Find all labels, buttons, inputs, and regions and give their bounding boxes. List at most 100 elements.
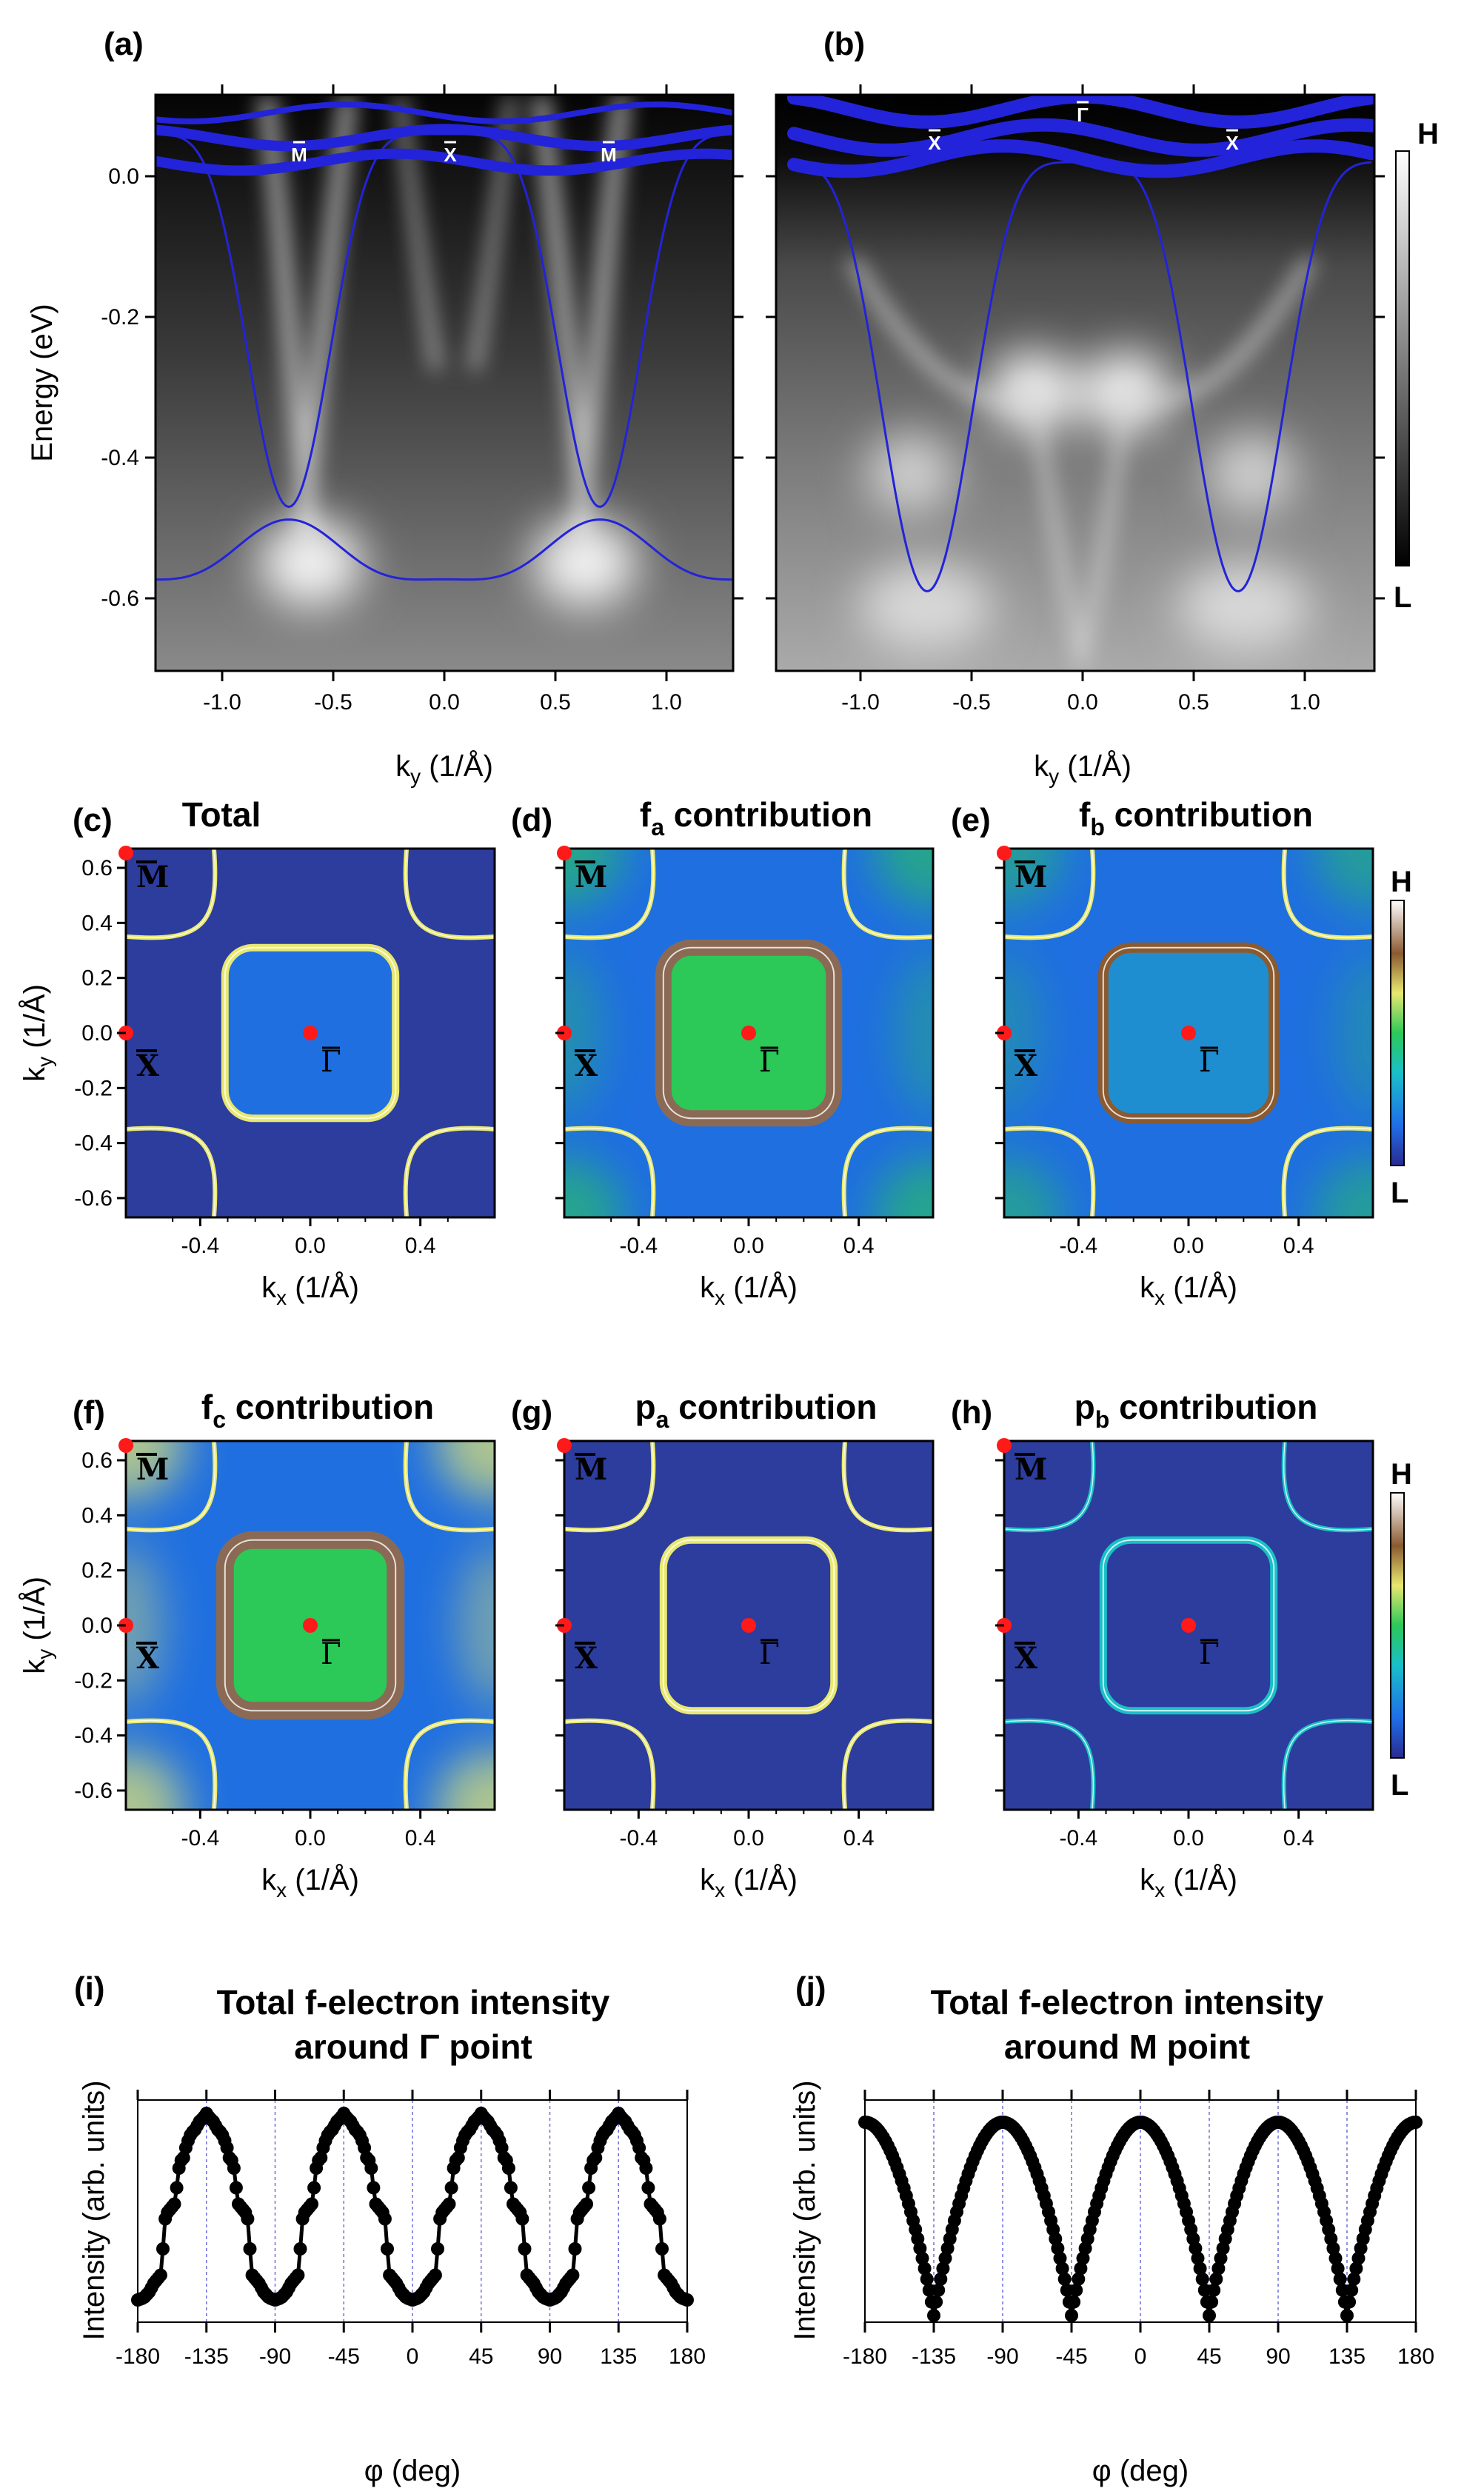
arpes-a-point-x: X xyxy=(444,144,457,166)
data-point xyxy=(220,2141,234,2155)
map-xtick-label: -0.4 xyxy=(181,1234,219,1258)
m-point-label: M xyxy=(575,860,607,895)
data-point xyxy=(504,2181,518,2195)
map-ylabel: ky (1/Å) xyxy=(18,984,56,1082)
arpes-b-xlabel: ky (1/Å) xyxy=(1034,749,1132,788)
map-colorbar-low: L xyxy=(1391,1769,1408,1802)
x-point-label: X xyxy=(1015,1049,1037,1083)
xtick-label: -180 xyxy=(116,2344,160,2369)
map-xtick-label: 0.4 xyxy=(843,1234,875,1258)
arpes-a-xlabel: ky (1/Å) xyxy=(395,749,493,788)
xtick-label: -180 xyxy=(843,2344,887,2369)
map-xlabel: kx (1/Å) xyxy=(700,1271,798,1309)
map-corner-glow xyxy=(435,1751,495,1810)
map-ytick-label: 0.6 xyxy=(81,856,113,880)
arpes-a-background xyxy=(156,95,733,671)
gamma-point-marker xyxy=(741,1026,756,1040)
x-point-label: X xyxy=(1015,1641,1037,1676)
arpes-a-bright-bands xyxy=(258,95,630,542)
fermi-map-grid: M X Γ (c) Total -0.4 0.0 0.4 -0.6 -0.4 -0.2 0.0 0.2 0… xyxy=(18,795,1412,1902)
data-point xyxy=(156,2242,170,2256)
data-point xyxy=(932,2283,946,2297)
map-xtick-label: 0.4 xyxy=(1283,1826,1314,1850)
map-xtick-label: 0.0 xyxy=(1173,1826,1204,1850)
data-point xyxy=(1065,2309,1078,2322)
arpes-a-f-band xyxy=(156,148,733,176)
data-point xyxy=(241,2212,255,2226)
data-point xyxy=(1343,2295,1357,2309)
arpes-a-f-band xyxy=(156,124,733,152)
xtick-label: 1.0 xyxy=(1289,690,1320,715)
map-ytick-label: -0.4 xyxy=(74,1724,113,1748)
ytick-label: -0.2 xyxy=(101,305,139,330)
data-point xyxy=(580,2197,593,2211)
map-xtick-label: 0.0 xyxy=(733,1826,764,1850)
fermi-map-g: M X Γ (g) pa contribution -0.4 0.0 0.4 kx (1/Å) xyxy=(511,1388,935,1902)
data-point xyxy=(918,2261,932,2276)
map-ytick-label: 0.4 xyxy=(81,1503,113,1528)
map-xtick-label: -0.4 xyxy=(619,1826,658,1850)
data-point xyxy=(1340,2309,1354,2322)
data-point xyxy=(639,2161,653,2175)
fermi-map-h: M X Γ (h) pb contribution -0.4 0.0 0.4 kx (1/Å) H… xyxy=(951,1388,1412,1902)
xtick-label: 135 xyxy=(600,2344,637,2369)
map-xlabel: kx (1/Å) xyxy=(1140,1863,1237,1902)
xtick-label: 90 xyxy=(538,2344,562,2369)
fermi-map-f: M X Γ (f) fc contribution -0.4 0.0 0.4 -0.6 -0.4 -… xyxy=(18,1388,496,1902)
data-point xyxy=(227,2161,241,2175)
m-pocket-arc-edge xyxy=(126,849,216,939)
gamma-pocket-edge xyxy=(1102,946,1275,1120)
m-pocket-arc-edge xyxy=(1283,1441,1373,1531)
m-point-marker xyxy=(557,1438,572,1453)
data-point xyxy=(1409,2116,1423,2129)
m-pocket-arc-edge xyxy=(564,1127,655,1217)
panel-d-label: (d) xyxy=(511,802,552,838)
data-point xyxy=(568,2242,582,2256)
data-point xyxy=(1193,2261,1207,2276)
gamma-point-label: Γ xyxy=(1199,1045,1220,1079)
data-point xyxy=(378,2212,392,2226)
m-point-marker xyxy=(997,1438,1012,1453)
data-point xyxy=(495,2141,509,2155)
xtick-label: 0.5 xyxy=(540,690,571,715)
data-point xyxy=(170,2181,184,2195)
m-pocket-arc-edge xyxy=(404,1127,495,1217)
data-point xyxy=(1207,2283,1221,2297)
map-corner-glow xyxy=(1314,1158,1373,1217)
map-ytick-label: 0.2 xyxy=(81,1559,113,1583)
ytick-label: 0.0 xyxy=(108,164,139,189)
arpes-a-point-m-right: M xyxy=(601,144,617,166)
data-point xyxy=(305,2197,318,2211)
gamma-point-label: Γ xyxy=(321,1045,341,1079)
map-colorbar xyxy=(1390,1492,1405,1759)
map-edge-glow xyxy=(1004,952,1041,1114)
data-point xyxy=(307,2181,321,2195)
arpes-a-point-m-left: M xyxy=(291,144,307,166)
gamma-pocket-edge xyxy=(662,1539,835,1712)
gamma-point-label: Γ xyxy=(759,1637,780,1671)
map-corner-glow xyxy=(435,1441,495,1500)
arpes-a-band-lower xyxy=(156,518,733,581)
data-point xyxy=(652,2212,666,2226)
arpes-a-glow xyxy=(259,518,637,607)
data-point xyxy=(589,2151,603,2164)
m-pocket-arc-edge xyxy=(1004,1127,1094,1217)
m-pocket-arc-edge xyxy=(404,1719,495,1810)
xtick-label: 45 xyxy=(469,2344,493,2369)
m-pocket-arc-edge xyxy=(564,1441,655,1531)
map-xtick-label: -0.4 xyxy=(619,1234,658,1258)
ytick-label: -0.6 xyxy=(101,586,139,611)
chart-i-xlabel: φ (deg) xyxy=(364,2455,461,2487)
map-corner-glow xyxy=(874,1158,933,1217)
fermi-map-e: M X Γ (e) fb contribution -0.4 0.0 0.4 kx (1/Å) H… xyxy=(951,795,1412,1309)
data-point xyxy=(1351,2251,1366,2265)
map-xtick-label: -0.4 xyxy=(1059,1826,1097,1850)
arpes-b-f-band xyxy=(787,95,1374,129)
m-pocket-arc-edge xyxy=(404,849,495,939)
m-pocket-arc-edge xyxy=(564,1719,655,1810)
data-point xyxy=(1335,2283,1349,2297)
data-point xyxy=(1328,2251,1343,2265)
data-point xyxy=(428,2268,442,2282)
data-point xyxy=(229,2181,243,2195)
data-point xyxy=(641,2181,655,2195)
